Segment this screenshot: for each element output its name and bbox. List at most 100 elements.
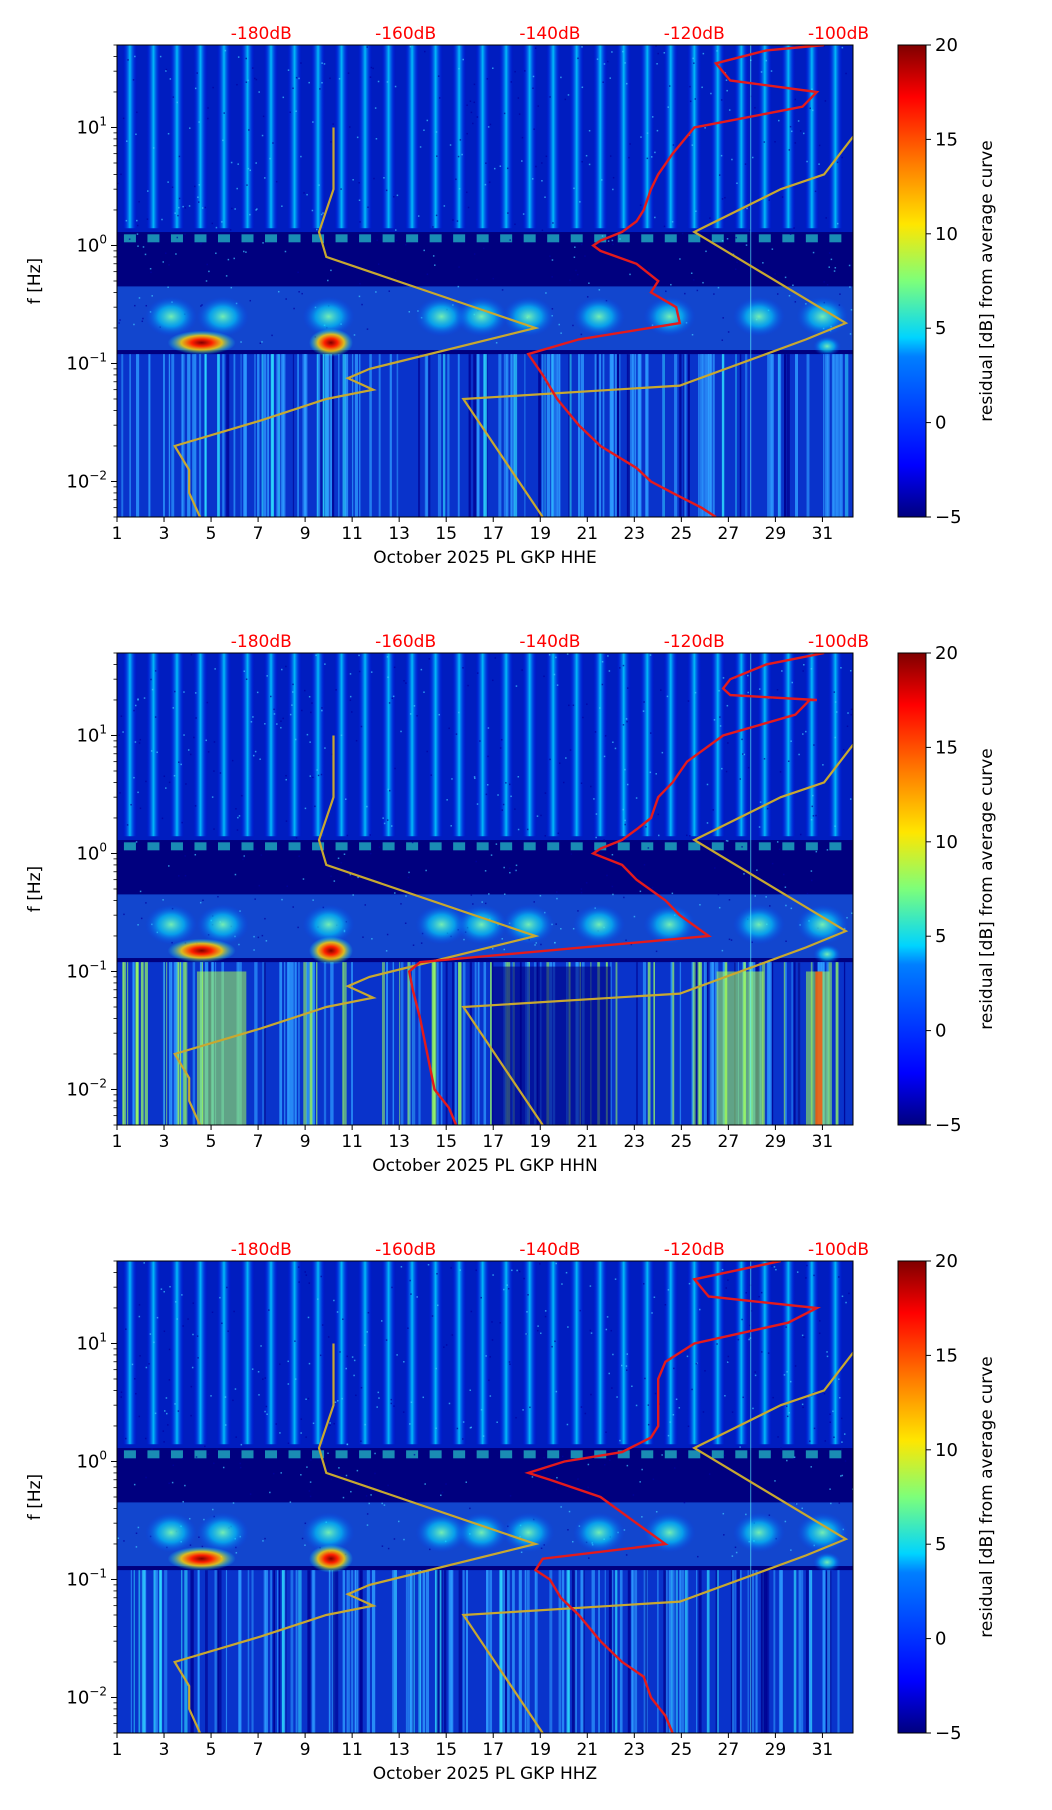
noise-speckle: [580, 888, 583, 890]
noise-speckle: [455, 178, 457, 181]
noise-speckle: [163, 775, 166, 778]
noise-speckle: [165, 68, 168, 71]
noise-speckle: [507, 212, 509, 214]
daily-stripe-1hz: [688, 842, 701, 851]
low-frequency-streak: [290, 1570, 294, 1733]
noise-speckle: [138, 297, 141, 299]
noise-speckle: [269, 1491, 271, 1494]
noise-speckle: [526, 1311, 528, 1313]
noise-speckle: [189, 127, 191, 129]
daily-stripe: [640, 45, 655, 229]
noise-speckle: [838, 1378, 840, 1380]
y-axis-label: f [Hz]: [25, 258, 45, 304]
noise-speckle: [726, 89, 728, 92]
noise-speckle: [235, 808, 237, 810]
low-frequency-streak: [164, 1570, 168, 1733]
noise-speckle: [280, 1472, 282, 1474]
noise-speckle: [289, 713, 292, 716]
low-frequency-streak: [369, 354, 372, 517]
noise-speckle: [438, 97, 441, 99]
noise-speckle: [366, 46, 368, 48]
noise-speckle: [824, 1440, 827, 1442]
noise-speckle: [497, 794, 499, 796]
noise-speckle: [349, 873, 352, 876]
noise-speckle: [240, 341, 242, 343]
noise-speckle: [522, 213, 525, 215]
daily-stripe: [240, 653, 255, 837]
noise-speckle: [368, 1502, 370, 1505]
low-frequency-streak: [408, 962, 411, 1125]
daily-stripe: [663, 1261, 678, 1445]
noise-speckle: [540, 943, 542, 946]
noise-speckle: [802, 1406, 804, 1409]
low-frequency-streak: [335, 1570, 339, 1733]
noise-speckle: [694, 98, 696, 100]
noise-speckle: [503, 893, 506, 895]
noise-speckle: [183, 734, 185, 736]
low-frequency-streak: [378, 354, 381, 517]
noise-speckle: [330, 141, 332, 143]
noise-speckle: [143, 697, 146, 699]
low-frequency-streak: [599, 354, 601, 517]
low-frequency-streak: [708, 354, 712, 517]
noise-speckle: [713, 719, 716, 721]
noise-speckle: [794, 98, 797, 101]
noise-speckle: [826, 1351, 828, 1353]
daily-stripe-1hz: [594, 1450, 607, 1459]
x-tick-label: 7: [253, 1740, 264, 1760]
noise-speckle: [689, 835, 691, 837]
noise-speckle: [243, 670, 246, 673]
daily-stripe: [663, 653, 678, 837]
low-frequency-streak: [166, 962, 168, 1125]
noise-speckle: [640, 136, 642, 138]
noise-speckle: [584, 255, 586, 257]
noise-speckle: [603, 839, 605, 841]
low-frequency-streak: [123, 962, 126, 1125]
low-frequency-streak: [591, 1570, 595, 1733]
noise-speckle: [137, 924, 139, 926]
low-frequency-streak: [645, 354, 648, 517]
noise-speckle: [208, 270, 210, 273]
microseism-blob: [502, 904, 555, 945]
noise-speckle: [333, 880, 336, 882]
low-frequency-streak: [646, 1570, 648, 1733]
noise-speckle: [440, 1494, 442, 1497]
daily-stripe-1hz: [782, 234, 795, 243]
noise-speckle: [619, 238, 621, 240]
noise-speckle: [785, 940, 787, 943]
noise-speckle: [580, 1406, 583, 1408]
noise-speckle: [215, 252, 217, 255]
noise-speckle: [790, 1549, 792, 1551]
noise-speckle: [810, 879, 813, 882]
low-frequency-streak: [671, 1570, 675, 1733]
noise-speckle: [450, 1267, 452, 1269]
daily-stripe-1hz: [758, 234, 771, 243]
noise-speckle: [359, 221, 361, 223]
low-frequency-streak: [638, 354, 640, 517]
colorbar-tick-label: 20: [935, 643, 958, 664]
noise-speckle: [686, 1355, 689, 1358]
noise-speckle: [420, 668, 423, 671]
noise-speckle: [239, 1466, 242, 1469]
noise-speckle: [319, 1354, 322, 1357]
low-frequency-streak: [214, 1570, 218, 1733]
noise-speckle: [353, 334, 356, 336]
low-frequency-streak: [706, 1570, 710, 1733]
low-frequency-streak: [179, 962, 182, 1125]
noise-speckle: [779, 771, 782, 773]
daily-stripe-1hz: [453, 234, 466, 243]
microseism-blob: [145, 1512, 198, 1553]
noise-speckle: [232, 1399, 234, 1402]
low-frequency-streak: [549, 1570, 553, 1733]
noise-speckle: [367, 1311, 370, 1314]
noise-speckle: [315, 654, 317, 657]
noise-speckle: [799, 833, 802, 836]
low-frequency-streak: [830, 962, 832, 1125]
noise-speckle: [579, 1309, 581, 1312]
daily-stripe: [616, 1261, 631, 1445]
noise-speckle: [292, 906, 294, 908]
noise-speckle: [585, 882, 588, 884]
noise-speckle: [413, 1453, 416, 1456]
noise-speckle: [255, 209, 257, 211]
x-tick-label: 11: [341, 1740, 363, 1760]
